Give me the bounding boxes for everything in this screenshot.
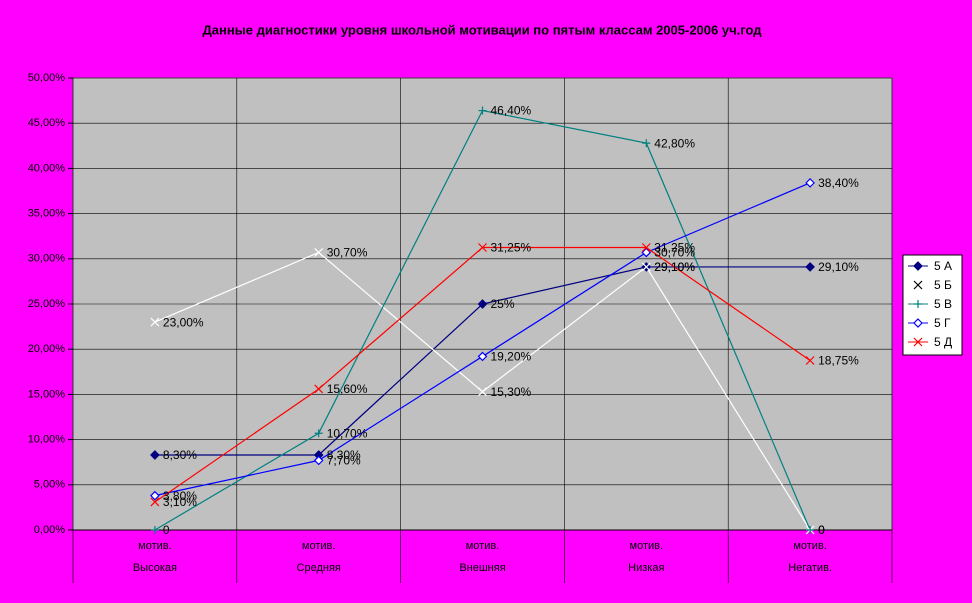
data-label: 29,10% <box>818 260 859 274</box>
data-label: 29,10% <box>654 260 695 274</box>
data-point <box>313 455 324 466</box>
data-label: 15,60% <box>327 382 368 396</box>
data-point <box>641 243 651 252</box>
y-tick-label: 0,00% <box>34 524 65 536</box>
legend-label: 5 Г <box>934 316 951 330</box>
data-point <box>314 248 324 257</box>
chart-title: Данные диагностики уровня школьной мотив… <box>202 22 762 37</box>
legend-label: 5 Б <box>934 278 952 292</box>
data-point <box>642 139 651 148</box>
legend-symbol <box>913 261 923 271</box>
legend-symbol <box>913 337 923 347</box>
y-tick-label: 5,00% <box>34 479 65 491</box>
data-point <box>806 526 815 534</box>
data-label: 3,10% <box>163 495 197 509</box>
legend-symbol <box>914 300 922 308</box>
y-tick-label: 30,00% <box>28 253 66 265</box>
data-label: 10,70% <box>327 426 368 440</box>
data-label: 8,30% <box>327 448 361 462</box>
data-point <box>314 384 324 394</box>
data-label: 25% <box>491 297 515 311</box>
y-tick-label: 35,00% <box>28 208 66 220</box>
data-label: 19,20% <box>491 350 532 364</box>
data-label: 0 <box>818 523 825 537</box>
data-label: 7,70% <box>327 454 361 468</box>
legend-label: 5 В <box>934 297 952 311</box>
data-point <box>150 497 160 507</box>
data-point <box>150 317 160 327</box>
y-tick-label: 15,00% <box>28 388 66 400</box>
y-tick-label: 20,00% <box>28 343 66 355</box>
y-tick-label: 10,00% <box>28 434 66 446</box>
x-tick-label: мотив. Низкая <box>628 540 665 574</box>
legend-symbol <box>913 318 923 328</box>
data-point <box>805 178 815 188</box>
data-label: 18,75% <box>818 354 859 368</box>
x-tick-label: мотив. Высокая <box>132 540 177 574</box>
data-label: 30,70% <box>654 246 695 260</box>
data-label: 42,80% <box>654 136 695 150</box>
data-label: 8,30% <box>163 448 197 462</box>
data-label: 31,25% <box>654 241 695 255</box>
data-point <box>478 387 487 397</box>
data-point <box>477 299 488 309</box>
data-label: 3,80% <box>163 489 197 503</box>
data-label: 38,40% <box>818 176 859 190</box>
x-tick-label: мотив. Средняя <box>296 540 341 574</box>
data-point <box>150 490 160 501</box>
legend-label: 5 Д <box>934 335 952 349</box>
legend-label: 5 А <box>934 259 952 273</box>
data-label: 46,40% <box>491 104 532 118</box>
data-label: 31,25% <box>491 241 532 255</box>
legend-box <box>902 254 963 356</box>
data-point <box>314 429 323 438</box>
y-tick-label: 40,00% <box>28 162 66 174</box>
data-point <box>805 262 815 272</box>
y-tick-label: 50,00% <box>28 72 66 84</box>
data-label: 15,30% <box>491 385 532 399</box>
y-tick-label: 25,00% <box>28 298 66 310</box>
data-point <box>477 351 488 362</box>
x-tick-label: мотив. Внешняя <box>459 540 506 574</box>
data-point <box>150 450 160 460</box>
data-label: 23,00% <box>163 315 204 329</box>
data-label: 0 <box>818 523 825 537</box>
y-tick-label: 45,00% <box>28 117 66 129</box>
data-point <box>641 262 651 272</box>
data-point <box>805 356 815 365</box>
x-tick-label: мотив. Негатив. <box>788 540 832 574</box>
data-label: 30,70% <box>327 246 368 260</box>
data-point <box>641 247 652 258</box>
data-point <box>150 526 159 534</box>
data-label: 29,10% <box>654 260 695 274</box>
legend-symbol <box>913 280 923 290</box>
data-point <box>478 243 487 252</box>
data-label: 0 <box>163 523 170 537</box>
data-point <box>478 106 487 115</box>
